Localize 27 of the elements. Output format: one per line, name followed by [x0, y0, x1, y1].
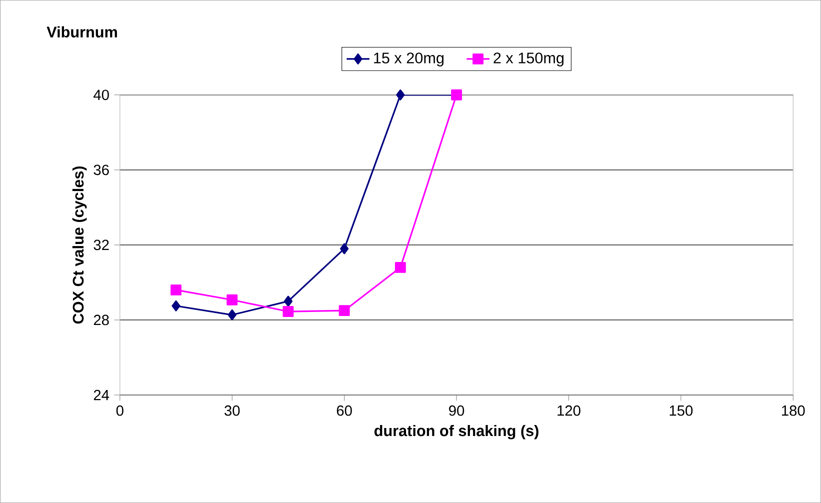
- point: [226, 294, 238, 306]
- legend-label: 2 x 150mg: [494, 52, 564, 67]
- y-axis-title: COX Ct value (cycles): [72, 166, 87, 324]
- y-tick-label: 32: [94, 240, 109, 250]
- point: [396, 89, 405, 100]
- y-tick-label: 36: [94, 164, 109, 176]
- chart-title: Viburnum: [46, 26, 117, 38]
- point: [172, 300, 180, 312]
- point: [338, 305, 350, 316]
- x-tick-label: 180: [782, 405, 805, 416]
- x-tick-label: 60: [336, 405, 352, 416]
- point: [284, 296, 293, 307]
- x-tick-label: 120: [558, 405, 580, 416]
- y-tick-label: 40: [94, 90, 109, 100]
- point: [282, 306, 294, 318]
- point: [394, 262, 406, 273]
- x-axis-title: duration of shaking (s): [374, 424, 538, 440]
- x-tick-label: 30: [224, 405, 240, 416]
- point: [228, 309, 236, 320]
- legend-label: 15 x 20mg: [374, 52, 444, 67]
- x-tick-label: 0: [116, 405, 124, 416]
- y-tick-label: 24: [94, 390, 110, 400]
- point: [340, 243, 349, 254]
- x-tick-label: 90: [449, 405, 464, 416]
- y-tick-label: 28: [94, 314, 109, 326]
- point: [170, 284, 182, 296]
- x-tick-label: 150: [670, 405, 693, 416]
